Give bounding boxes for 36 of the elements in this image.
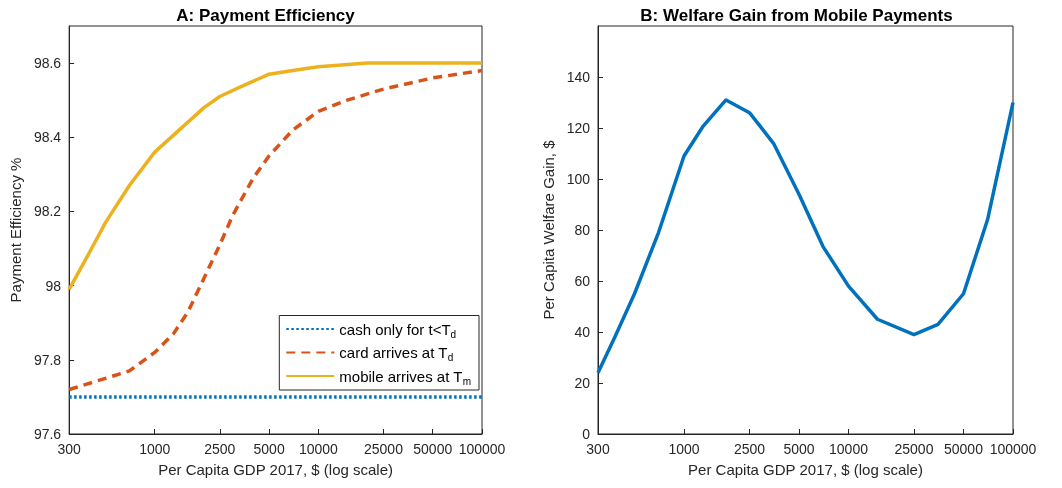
y-tick-label: 98 [45, 277, 62, 294]
y-tick-label: 97.8 [33, 351, 62, 368]
x-tick-label: 50000 [413, 441, 453, 457]
y-axis-title: Payment Efficiency % [7, 157, 24, 303]
x-tick-label: 100000 [458, 441, 506, 457]
chart-title: B: Welfare Gain from Mobile Payments [640, 6, 953, 25]
x-tick-label: 2500 [733, 441, 766, 457]
x-axis-title: Per Capita GDP 2017, $ (log scale) [688, 461, 923, 478]
x-tick-label: 10000 [298, 441, 339, 457]
y-tick-label: 0 [582, 426, 591, 442]
y-tick-label: 60 [574, 273, 591, 289]
y-tick-label: 100 [566, 171, 591, 187]
x-tick-label: 50000 [944, 441, 984, 457]
x-tick-label: 100000 [989, 441, 1037, 457]
x-tick-label: 300 [586, 441, 610, 457]
y-tick-label: 80 [574, 222, 591, 238]
y-tick-label: 140 [566, 69, 591, 85]
y-tick-label: 98.4 [33, 129, 62, 146]
x-tick-label: 1000 [139, 441, 171, 457]
x-tick-label: 1000 [668, 441, 700, 457]
x-tick-label: 5000 [253, 441, 285, 457]
y-tick-label: 98.2 [33, 203, 62, 220]
y-tick-label: 97.6 [33, 426, 62, 442]
y-axis-title: Per Capita Welfare Gain, $ [539, 139, 557, 320]
x-tick-label: 10000 [829, 441, 869, 457]
chart-title: A: Payment Efficiency [176, 6, 356, 25]
x-tick-label: 300 [57, 441, 82, 457]
x-axis-title: Per Capita GDP 2017, $ (log scale) [158, 461, 393, 478]
x-tick-label: 2500 [204, 441, 236, 457]
x-tick-label: 5000 [783, 441, 815, 457]
y-tick-label: 40 [574, 324, 591, 340]
x-tick-label: 25000 [364, 441, 404, 457]
y-tick-label: 120 [566, 120, 591, 136]
y-tick-label: 20 [574, 375, 591, 391]
x-tick-label: 25000 [894, 441, 934, 457]
y-tick-label: 98.6 [33, 55, 62, 72]
